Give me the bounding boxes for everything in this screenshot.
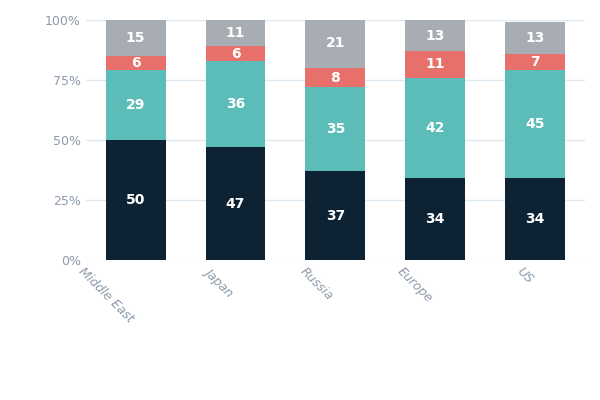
Bar <box>505 178 565 260</box>
Bar <box>405 78 465 178</box>
Text: 35: 35 <box>326 122 345 136</box>
Text: 29: 29 <box>126 98 145 112</box>
Bar <box>505 70 565 178</box>
Text: 8: 8 <box>331 70 340 84</box>
Bar <box>206 61 265 147</box>
Bar <box>305 87 365 171</box>
Text: 13: 13 <box>526 31 545 45</box>
Bar <box>505 54 565 70</box>
Text: 11: 11 <box>226 26 245 40</box>
Bar <box>305 171 365 260</box>
Text: 6: 6 <box>131 56 140 70</box>
Bar <box>405 51 465 78</box>
Text: 50: 50 <box>126 193 145 207</box>
Text: 42: 42 <box>425 121 445 135</box>
Bar <box>106 20 166 56</box>
Text: 13: 13 <box>425 28 445 42</box>
Text: 11: 11 <box>425 57 445 71</box>
Text: 37: 37 <box>326 208 345 222</box>
Text: 6: 6 <box>231 46 241 60</box>
Text: 21: 21 <box>326 36 345 50</box>
Bar <box>505 22 565 54</box>
Text: 36: 36 <box>226 97 245 111</box>
Bar <box>206 20 265 46</box>
Bar <box>106 56 166 70</box>
Bar <box>305 68 365 87</box>
Text: 45: 45 <box>526 117 545 131</box>
Bar <box>206 46 265 61</box>
Bar <box>405 178 465 260</box>
Text: 7: 7 <box>530 55 540 69</box>
Text: 15: 15 <box>126 31 145 45</box>
Bar <box>305 18 365 68</box>
Bar <box>206 147 265 260</box>
Text: 47: 47 <box>226 196 245 210</box>
Bar <box>405 20 465 51</box>
Text: 34: 34 <box>526 212 545 226</box>
Bar <box>106 70 166 140</box>
Bar <box>106 140 166 260</box>
Text: 34: 34 <box>425 212 445 226</box>
